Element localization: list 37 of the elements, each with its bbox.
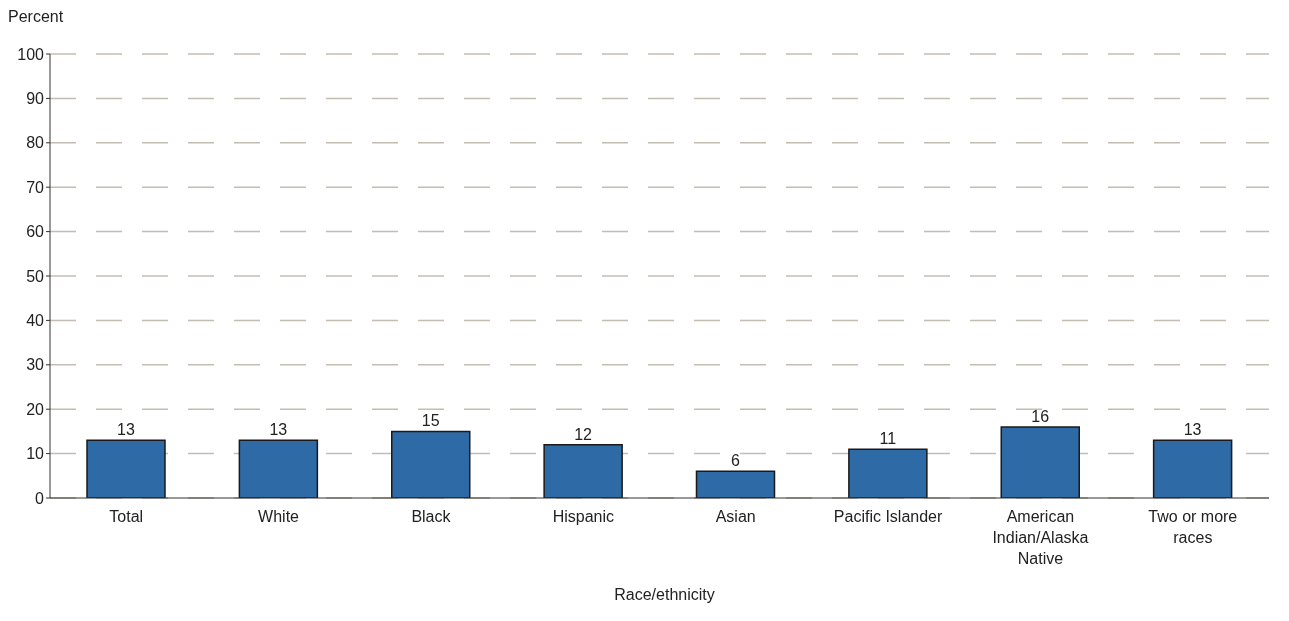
y-tick-label: 90 [26, 90, 45, 108]
y-tick-label: 40 [26, 312, 45, 330]
y-tick-label: 30 [26, 356, 45, 374]
x-tick-label: White [258, 508, 300, 525]
data-label: 13 [117, 421, 135, 439]
x-tick-label: American Indian/Alaska Native [992, 508, 1089, 567]
y-tick-label: 60 [26, 223, 45, 241]
data-label: 13 [1183, 421, 1202, 439]
bar [1000, 426, 1080, 498]
y-tick-label: 100 [17, 45, 45, 63]
x-tick-label: Asian [715, 508, 756, 525]
bar [1152, 439, 1233, 498]
x-tick-label: Two or more races [1148, 508, 1238, 546]
y-tick-label: 70 [26, 178, 45, 196]
bar [695, 470, 776, 498]
data-label: 15 [421, 412, 440, 430]
y-axis-title: Percent [8, 8, 64, 26]
y-tick-label: 10 [26, 445, 45, 463]
bar [848, 448, 928, 498]
data-label: 6 [731, 452, 741, 470]
bar [238, 439, 319, 498]
x-tick-label: Total [109, 508, 144, 525]
data-label: 13 [269, 421, 288, 439]
x-axis-title: Race/ethnicity [613, 586, 716, 604]
bar [543, 443, 623, 498]
bar [391, 430, 471, 498]
y-tick-label: 20 [26, 400, 45, 418]
y-tick-label: 50 [26, 267, 45, 285]
y-tick-label: 80 [26, 134, 45, 152]
x-tick-label: Pacific Islander [833, 508, 943, 525]
x-tick-label: Hispanic [552, 508, 614, 525]
bar [86, 439, 166, 498]
data-label: 16 [1031, 407, 1050, 425]
data-label: 12 [574, 425, 593, 443]
x-tick-label: Black [411, 508, 452, 525]
y-tick-label: 0 [35, 489, 45, 507]
data-label: 11 [879, 430, 897, 448]
